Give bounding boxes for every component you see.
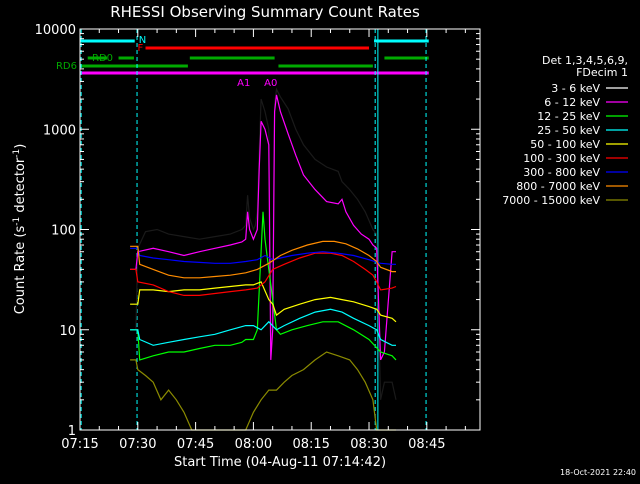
legend-entry-label: 7000 - 15000 keV <box>502 194 600 207</box>
y-axis-label: Count Rate (s-1 detector-1) <box>12 144 28 315</box>
flag-label-rd0: RD0 <box>92 53 113 64</box>
series-lines <box>130 87 397 431</box>
y-axis-label-sup2: -1 <box>12 149 22 158</box>
series-line-4 <box>130 281 397 323</box>
legend-entry-label: 100 - 300 keV <box>523 152 600 165</box>
series-line-7 <box>130 240 396 279</box>
series-line-5 <box>130 252 397 296</box>
series-line-1 <box>130 94 396 361</box>
series-line-6 <box>130 247 396 265</box>
flag-bars: NF RD0 RD6 A1 A0 <box>56 35 429 89</box>
x-tick-label: 07:30 <box>119 437 156 452</box>
y-axis-label-end: ) <box>13 144 28 149</box>
x-tick-label: 08:30 <box>350 437 387 452</box>
x-tick-label: 08:00 <box>235 437 272 452</box>
legend-header: Det 1,3,4,5,6,9, <box>542 54 628 67</box>
legend-header: FDecim 1 <box>576 66 628 79</box>
legend-entry-label: 3 - 6 keV <box>551 82 600 95</box>
y-tick-label: 10 <box>59 324 76 339</box>
saa-markers <box>80 29 427 430</box>
flag-label-n: N <box>139 35 146 46</box>
flag-label-f: F <box>138 43 144 54</box>
x-tick-label: 08:45 <box>408 437 445 452</box>
attenuator-label: A0 <box>264 78 277 89</box>
timestamp: 18-Oct-2021 22:40 <box>560 468 636 477</box>
flag-label-rd6: RD6 <box>56 61 77 72</box>
attenuator-label: A1 <box>237 78 250 89</box>
x-tick-label: 08:15 <box>292 437 329 452</box>
y-tick-label: 10000 <box>35 23 76 38</box>
y-axis-label-main: Count Rate (s <box>13 226 28 315</box>
series-line-8 <box>130 351 396 431</box>
x-axis-label: Start Time (04-Aug-11 07:14:42) <box>174 455 386 470</box>
y-tick-label: 100 <box>51 224 76 239</box>
axes: 07:15 07:30 07:45 08:00 08:15 08:30 08:45 1 10 10… <box>35 23 480 452</box>
legend-entry-label: 50 - 100 keV <box>530 138 600 151</box>
legend-entry-label: 25 - 50 keV <box>537 124 600 137</box>
legend-entry-label: 6 - 12 keV <box>544 96 600 109</box>
legend-entry-label: 800 - 7000 keV <box>516 180 600 193</box>
y-axis-label-mid: detector <box>13 157 28 217</box>
series-line-3 <box>130 308 396 346</box>
x-tick-label: 07:45 <box>177 437 214 452</box>
legend-entry-label: 12 - 25 keV <box>537 110 600 123</box>
series-line-2 <box>130 211 397 361</box>
y-tick-label: 1000 <box>43 123 76 138</box>
x-tick-label: 07:15 <box>61 437 98 452</box>
y-axis-label-sup1: -1 <box>12 217 22 226</box>
y-tick-label: 1 <box>68 424 76 439</box>
legend-entry-label: 300 - 800 keV <box>523 166 600 179</box>
chart-title: RHESSI Observing Summary Count Rates <box>110 3 420 21</box>
